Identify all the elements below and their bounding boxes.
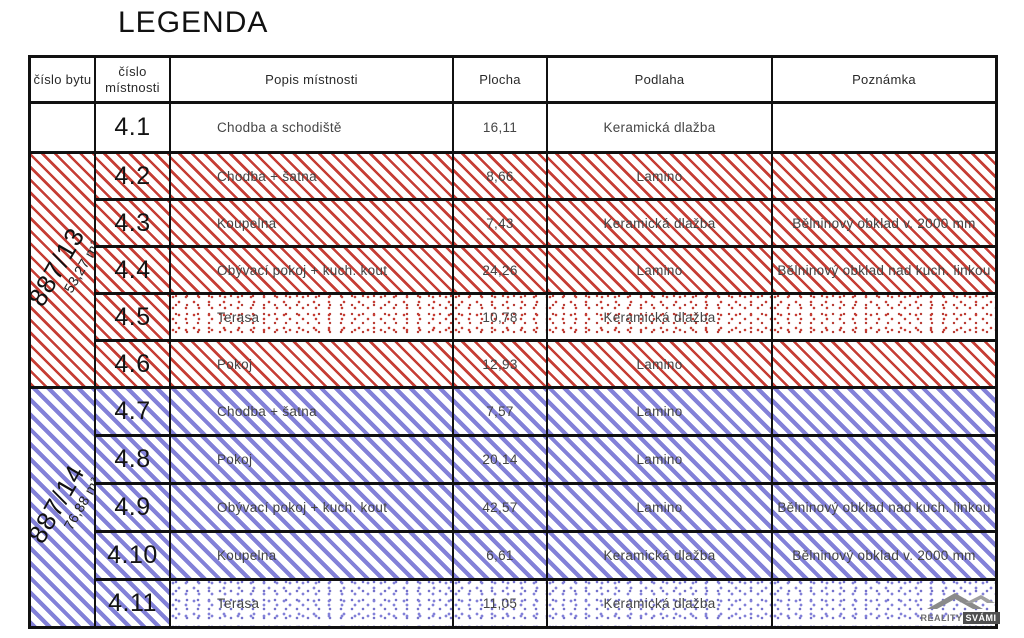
cell-floor: Keramická dlažba (548, 533, 771, 578)
cell-room-number: 4.2 (96, 154, 169, 198)
header-floor: Podlaha (548, 58, 771, 101)
cell-room-number: 4.9 (96, 485, 169, 530)
cell-floor: Keramická dlažba (548, 104, 771, 151)
cell-floor: Lamino (548, 389, 771, 434)
cell-note (773, 342, 995, 386)
cell-note (773, 295, 995, 339)
cell-description: Pokoj (171, 342, 452, 386)
cell-area: 7,57 (454, 389, 546, 434)
header-room-number: číslo místnosti (96, 58, 169, 101)
cell-room-number: 4.5 (96, 295, 169, 339)
roof-icon (927, 593, 995, 609)
cell-description: Koupelna (171, 201, 452, 245)
cell-description: Chodba + šatna (171, 389, 452, 434)
cell-floor: Lamino (548, 437, 771, 482)
header-room-description: Popis místnosti (171, 58, 452, 101)
cell-description: Terasa (171, 581, 452, 626)
cell-note (773, 104, 995, 151)
cell-area: 7,43 (454, 201, 546, 245)
cell-floor: Lamino (548, 248, 771, 292)
cell-note (773, 154, 995, 198)
cell-note (773, 389, 995, 434)
cell-floor: Lamino (548, 154, 771, 198)
cell-room-number: 4.4 (96, 248, 169, 292)
cell-floor: Keramická dlažba (548, 201, 771, 245)
cell-room-number: 4.11 (96, 581, 169, 626)
cell-area: 20,14 (454, 437, 546, 482)
cell-area: 12,93 (454, 342, 546, 386)
cell-area: 10,78 (454, 295, 546, 339)
cell-note: Bělninový obklad nad kuch. linkou (773, 485, 995, 530)
cell-note (773, 581, 995, 626)
apartment-887-13-cell: 887/13 53,27 m² (31, 154, 94, 386)
cell-description: Pokoj (171, 437, 452, 482)
header-area: Plocha (454, 58, 546, 101)
header-flat-number: číslo bytu (31, 58, 94, 101)
cell-description: Obývací pokoj + kuch. kout (171, 485, 452, 530)
cell-floor: Lamino (548, 342, 771, 386)
cell-room-number: 4.6 (96, 342, 169, 386)
logo-brand-top: REALITY (920, 613, 963, 623)
apartment-887-14-cell: 887/14 76,88 m² (31, 389, 94, 626)
cell-note: Bělninový obklad nad kuch. linkou (773, 248, 995, 292)
cell-room-number: 4.7 (96, 389, 169, 434)
cell-flat-empty (31, 104, 94, 151)
legend-table: číslo bytu číslo místnosti Popis místnos… (28, 55, 998, 629)
cell-area: 24,26 (454, 248, 546, 292)
apartment-887-13-label: 887/13 53,27 m² (31, 222, 94, 319)
cell-description: Obývací pokoj + kuch. kout (171, 248, 452, 292)
cell-note: Bělninový obklad v. 2000 mm (773, 533, 995, 578)
cell-room-number: 4.1 (96, 104, 169, 151)
logo-text: REALITY SVÁMI (920, 612, 1000, 624)
cell-area: 16,11 (454, 104, 546, 151)
page-title: LEGENDA (118, 6, 269, 39)
cell-description: Terasa (171, 295, 452, 339)
cell-room-number: 4.8 (96, 437, 169, 482)
header-note: Poznámka (773, 58, 995, 101)
cell-description: Chodba + šatna (171, 154, 452, 198)
logo-brand-bottom: SVÁMI (962, 612, 1000, 624)
cell-description: Chodba a schodiště (171, 104, 452, 151)
cell-floor: Lamino (548, 485, 771, 530)
cell-note (773, 437, 995, 482)
cell-note: Bělninový obklad v. 2000 mm (773, 201, 995, 245)
cell-area: 11,05 (454, 581, 546, 626)
apartment-887-14-label: 887/14 76,88 m² (31, 459, 94, 556)
cell-room-number: 4.3 (96, 201, 169, 245)
cell-description: Koupelna (171, 533, 452, 578)
cell-floor: Keramická dlažba (548, 295, 771, 339)
cell-area: 8,66 (454, 154, 546, 198)
reality-svami-logo: REALITY SVÁMI (912, 591, 1008, 624)
cell-room-number: 4.10 (96, 533, 169, 578)
cell-area: 6,61 (454, 533, 546, 578)
cell-area: 42,57 (454, 485, 546, 530)
cell-floor: Keramická dlažba (548, 581, 771, 626)
